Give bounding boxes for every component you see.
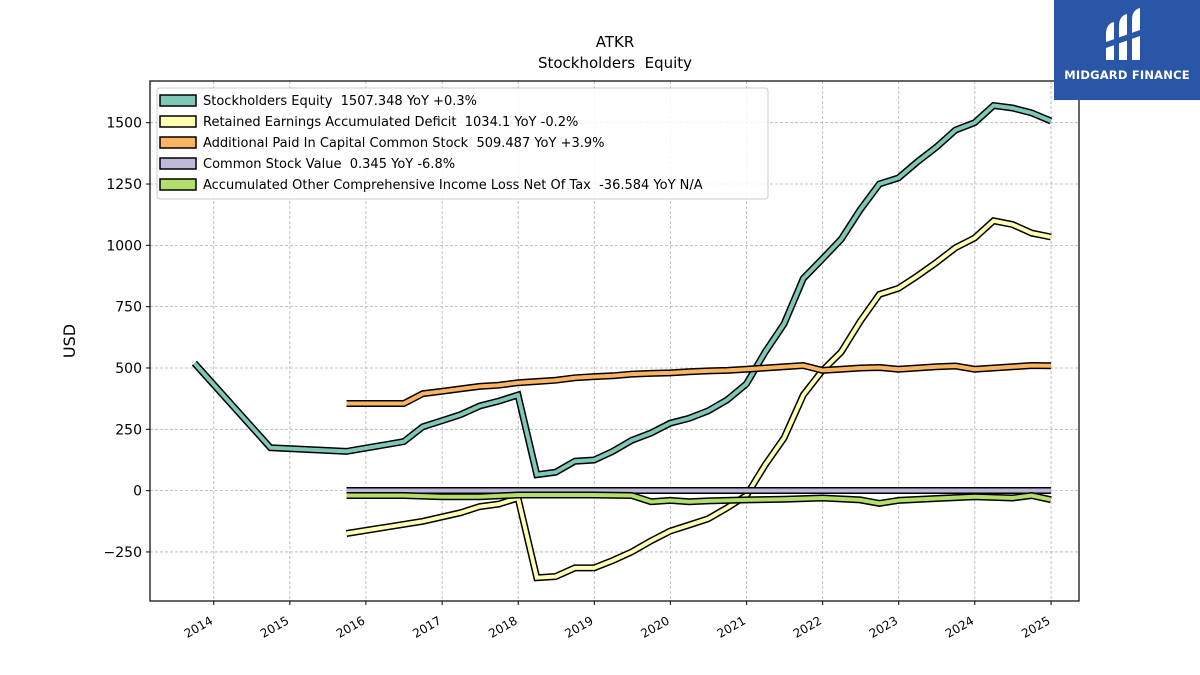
chart-subtitle: Stockholders Equity	[538, 54, 692, 72]
y-tick-label: 750	[115, 300, 142, 316]
x-tick-label: 2020	[638, 613, 671, 640]
y-tick-label: 1250	[106, 177, 142, 193]
series-layer	[191, 101, 1053, 582]
series-line-1	[191, 101, 1053, 479]
legend-swatch	[159, 157, 197, 170]
brand-mark-icon	[1106, 8, 1140, 60]
legend-item: Stockholders Equity 1507.348 YoY +0.3%	[159, 94, 477, 109]
x-tick-label: 2018	[486, 613, 519, 640]
series-outline	[345, 217, 1052, 582]
series-stroke	[346, 493, 1052, 506]
legend-label: Retained Earnings Accumulated Deficit 10…	[203, 115, 578, 130]
legend-item: Accumulated Other Comprehensive Income L…	[159, 178, 703, 193]
legend-swatch	[159, 136, 197, 149]
legend: Stockholders Equity 1507.348 YoY +0.3% Re…	[156, 87, 769, 200]
x-tick-label: 2014	[182, 613, 215, 640]
legend-label: Accumulated Other Comprehensive Income L…	[203, 178, 703, 193]
y-tick-label: 0	[133, 484, 142, 500]
legend-item: Common Stock Value 0.345 YoY -6.8%	[159, 157, 455, 172]
y-axis-label: USD	[60, 324, 79, 358]
x-tick-label: 2023	[867, 613, 900, 640]
legend-label: Common Stock Value 0.345 YoY -6.8%	[203, 157, 455, 172]
brand-name: MIDGARD FINANCE	[1064, 68, 1190, 82]
x-tick-label: 2016	[334, 613, 367, 640]
legend-swatch	[159, 178, 197, 191]
x-tick-label: 2017	[410, 613, 443, 640]
legend-frame	[156, 87, 769, 200]
y-tick-label: 1000	[106, 238, 142, 254]
series-line-5	[346, 491, 1052, 507]
chart-title: ATKR	[596, 33, 635, 51]
y-tick-label: −250	[104, 545, 142, 561]
legend-item: Retained Earnings Accumulated Deficit 10…	[159, 115, 578, 130]
legend-swatch	[159, 115, 197, 128]
y-tick-label: 1500	[106, 116, 142, 132]
x-tick-label: 2025	[1019, 613, 1052, 640]
x-tick-label: 2021	[715, 613, 748, 640]
x-tick-label: 2022	[791, 613, 824, 640]
y-tick-label: 500	[115, 361, 142, 377]
y-tick-label: 250	[115, 422, 142, 438]
legend-label: Additional Paid In Capital Common Stock …	[203, 136, 605, 151]
series-stroke	[346, 363, 1051, 406]
x-tick-label: 2019	[562, 613, 595, 640]
x-tick-label: 2015	[258, 613, 291, 640]
brand-logo: MIDGARD FINANCE	[1054, 0, 1200, 100]
legend-item: Additional Paid In Capital Common Stock …	[159, 136, 605, 151]
legend-label: Stockholders Equity 1507.348 YoY +0.3%	[203, 94, 477, 109]
plot-frame	[149, 80, 1080, 602]
x-tick-label: 2024	[943, 613, 976, 640]
series-line-3	[346, 361, 1051, 407]
legend-swatch	[159, 94, 197, 107]
series-line-2	[345, 217, 1052, 582]
series-stroke	[192, 103, 1052, 477]
